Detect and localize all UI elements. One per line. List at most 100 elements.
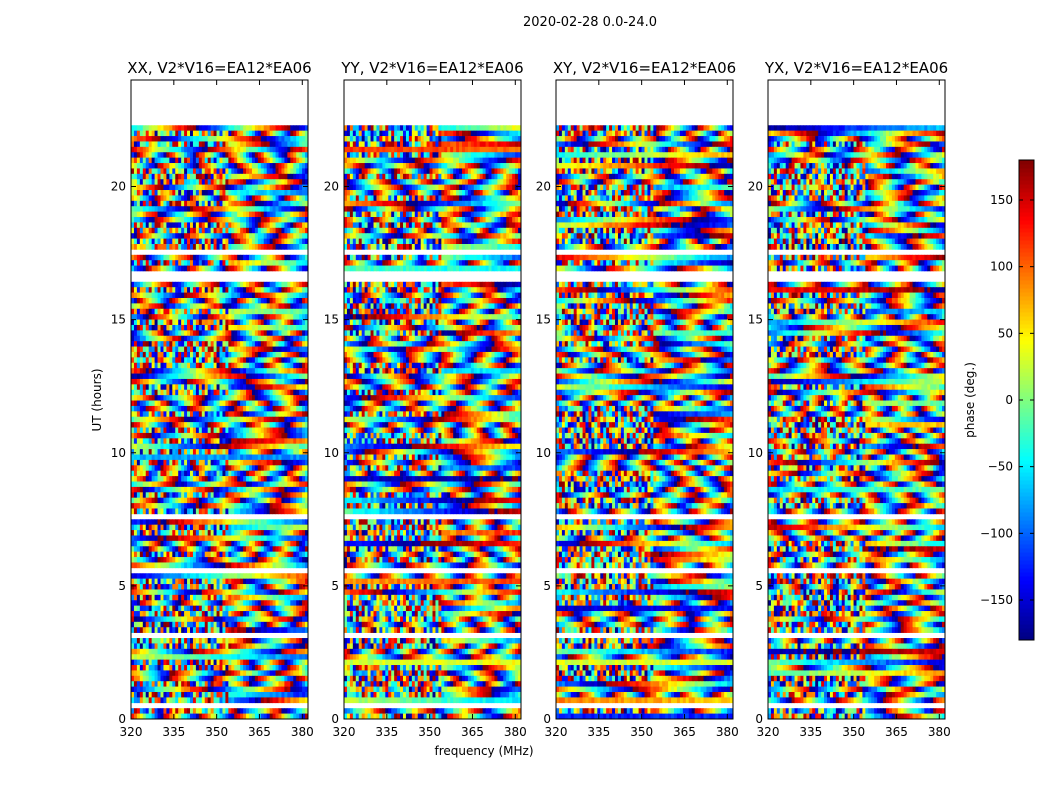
panel-title: YY, V2*V16=EA12*EA06: [340, 59, 523, 77]
colorbar-tick-label: 150: [990, 193, 1013, 207]
colorbar-segment: [1019, 320, 1034, 325]
colorbar-tick-label: −100: [980, 526, 1013, 540]
colorbar-segment: [1019, 544, 1034, 549]
colorbar-segment: [1019, 540, 1034, 545]
panel-frame: [343, 79, 522, 720]
colorbar-segment: [1019, 256, 1034, 261]
y-tick-label: 0: [755, 712, 763, 726]
colorbar-segment: [1019, 356, 1034, 361]
colorbar-segment: [1019, 416, 1034, 421]
y-tick-label: 15: [748, 313, 763, 327]
colorbar-segment: [1019, 480, 1034, 485]
panel-2: YY, V2*V16=EA12*EA06 320 335 350 365 380 0 5 10 1…: [324, 59, 527, 739]
colorbar-segment: [1019, 592, 1034, 597]
panel-frame: [130, 79, 309, 720]
colorbar-segment: [1019, 212, 1034, 217]
colorbar-tick-label: −50: [988, 460, 1013, 474]
colorbar-segment: [1019, 500, 1034, 505]
colorbar-segment: [1019, 168, 1034, 173]
x-tick-label: 380: [716, 725, 739, 739]
colorbar-segment: [1019, 624, 1034, 629]
colorbar-segment: [1019, 572, 1034, 577]
colorbar-segment: [1019, 448, 1034, 453]
colorbar-segment: [1019, 260, 1034, 265]
colorbar-segment: [1019, 568, 1034, 573]
colorbar-segment: [1019, 468, 1034, 473]
colorbar-segment: [1019, 176, 1034, 181]
x-tick-label: 335: [375, 725, 398, 739]
colorbar-segment: [1019, 420, 1034, 425]
panel-title: XY, V2*V16=EA12*EA06: [553, 59, 736, 77]
y-tick-label: 20: [324, 180, 339, 194]
colorbar-segment: [1019, 204, 1034, 209]
colorbar-segment: [1019, 516, 1034, 521]
colorbar-segment: [1019, 396, 1034, 401]
colorbar-segment: [1019, 288, 1034, 293]
colorbar-segment: [1019, 428, 1034, 433]
colorbar-segment: [1019, 300, 1034, 305]
x-tick-label: 320: [120, 725, 143, 739]
colorbar-segment: [1019, 208, 1034, 213]
panel-title: XX, V2*V16=EA12*EA06: [127, 59, 311, 77]
colorbar-segment: [1019, 612, 1034, 617]
x-tick-label: 350: [630, 725, 653, 739]
y-tick-label: 15: [536, 313, 551, 327]
y-tick-label: 5: [543, 579, 551, 593]
colorbar-segment: [1019, 304, 1034, 309]
colorbar-segment: [1019, 524, 1034, 529]
colorbar-segment: [1019, 392, 1034, 397]
colorbar-segment: [1019, 600, 1034, 605]
colorbar-segment: [1019, 248, 1034, 253]
colorbar-segment: [1019, 264, 1034, 269]
phase-heatmap: [556, 125, 733, 719]
colorbar-tick-label: 100: [990, 260, 1013, 274]
x-tick-label: 350: [418, 725, 441, 739]
x-tick-label: 320: [545, 725, 568, 739]
colorbar-segment: [1019, 372, 1034, 377]
y-tick-label: 0: [331, 712, 339, 726]
colorbar-segment: [1019, 552, 1034, 557]
colorbar-segment: [1019, 232, 1034, 237]
colorbar-segment: [1019, 336, 1034, 341]
colorbar-segment: [1019, 604, 1034, 609]
colorbar-segment: [1019, 432, 1034, 437]
colorbar-tick-label: −150: [980, 593, 1013, 607]
colorbar-segment: [1019, 436, 1034, 441]
x-tick-label: 380: [928, 725, 951, 739]
colorbar: −150 −100 −50 0 50 100 150: [980, 159, 1035, 641]
colorbar-segment: [1019, 424, 1034, 429]
colorbar-segment: [1019, 328, 1034, 333]
colorbar-segment: [1019, 596, 1034, 601]
colorbar-segment: [1019, 276, 1034, 281]
y-tick-label: 5: [331, 579, 339, 593]
colorbar-segment: [1019, 492, 1034, 497]
colorbar-segment: [1019, 348, 1034, 353]
x-tick-label: 380: [504, 725, 527, 739]
colorbar-segment: [1019, 628, 1034, 633]
colorbar-segment: [1019, 472, 1034, 477]
colorbar-segment: [1019, 588, 1034, 593]
colorbar-segment: [1019, 380, 1034, 385]
colorbar-segment: [1019, 584, 1034, 589]
y-axis-label: UT (hours): [90, 368, 104, 431]
colorbar-segment: [1019, 528, 1034, 533]
colorbar-segment: [1019, 456, 1034, 461]
panel-4: YX, V2*V16=EA12*EA06 320 335 350 365 380 0 5 10 1…: [748, 59, 951, 739]
y-tick-label: 15: [324, 313, 339, 327]
colorbar-segment: [1019, 616, 1034, 621]
colorbar-segment: [1019, 200, 1034, 205]
panel-frame: [767, 79, 946, 720]
colorbar-segment: [1019, 564, 1034, 569]
x-tick-label: 365: [885, 725, 908, 739]
colorbar-segment: [1019, 580, 1034, 585]
colorbar-segment: [1019, 316, 1034, 321]
colorbar-segment: [1019, 220, 1034, 225]
colorbar-segment: [1019, 172, 1034, 177]
phase-heatmap: [131, 125, 308, 719]
colorbar-segment: [1019, 512, 1034, 517]
x-tick-label: 320: [757, 725, 780, 739]
y-tick-label: 15: [111, 313, 126, 327]
colorbar-segment: [1019, 308, 1034, 313]
colorbar-segment: [1019, 556, 1034, 561]
